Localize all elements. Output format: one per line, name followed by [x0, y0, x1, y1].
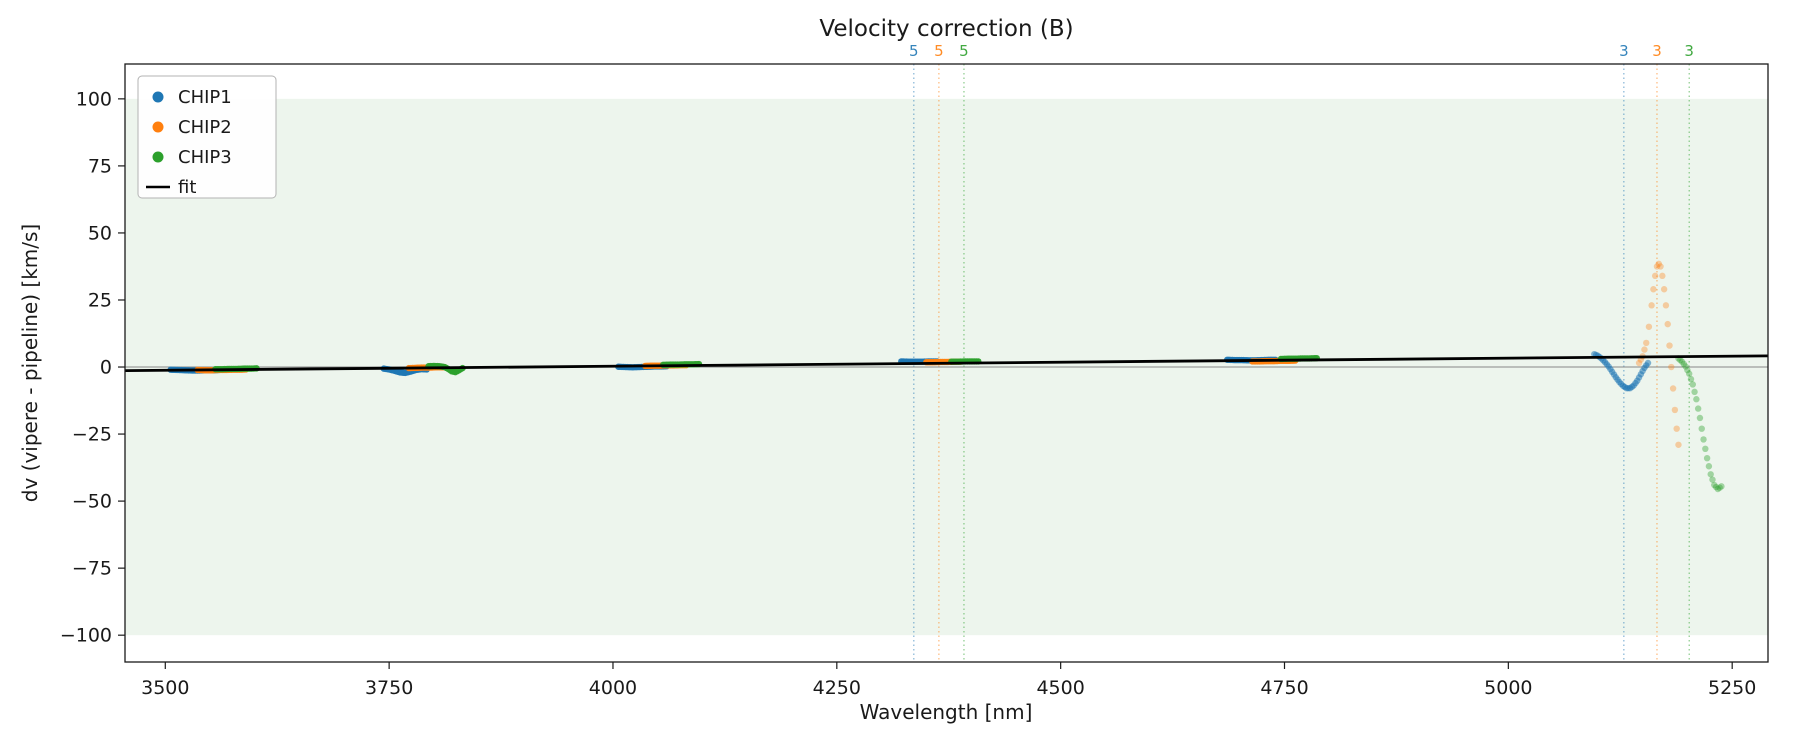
legend-marker-CHIP3 [152, 151, 164, 163]
vline-count-label: 3 [1684, 42, 1694, 60]
x-tick-label: 3750 [365, 677, 413, 699]
y-tick-label: −25 [72, 424, 112, 446]
y-tick-label: −100 [60, 625, 112, 647]
x-tick-label: 4250 [813, 677, 861, 699]
y-axis-ticks: −100 −75 −50 −25 0 25 50 75 100 [60, 88, 125, 647]
y-tick-label: 75 [88, 155, 112, 177]
y-tick-label: 25 [88, 289, 112, 311]
vline-count-label: 5 [934, 42, 944, 60]
x-axis-label: Wavelength [nm] [859, 700, 1033, 724]
y-tick-label: 100 [76, 88, 112, 110]
legend: CHIP1 CHIP2 CHIP3 fit [137, 75, 277, 199]
vline-count-label: 3 [1619, 42, 1629, 60]
legend-label: CHIP2 [178, 117, 232, 138]
legend-marker-CHIP2 [152, 121, 164, 133]
plot-border [124, 63, 1769, 663]
legend-label: CHIP3 [178, 147, 232, 168]
x-tick-label: 5000 [1484, 677, 1532, 699]
x-tick-label: 4750 [1260, 677, 1308, 699]
vline-count-label: 5 [959, 42, 969, 60]
legend-label: fit [178, 177, 196, 198]
legend-label: CHIP1 [178, 87, 232, 108]
x-axis-ticks: 3500 3750 4000 4250 4500 4750 5000 5250 [141, 662, 1756, 699]
vline-count-label: 3 [1652, 42, 1662, 60]
legend-box [137, 75, 277, 199]
chart-title: Velocity correction (B) [819, 16, 1074, 42]
y-tick-label: 0 [100, 357, 112, 379]
x-tick-label: 3500 [141, 677, 189, 699]
y-tick-label: −50 [72, 491, 112, 513]
legend-marker-CHIP1 [152, 91, 164, 103]
y-tick-label: −75 [72, 558, 112, 580]
y-axis-label: dv (vipere - pipeline) [km/s] [18, 223, 42, 503]
x-tick-label: 4500 [1036, 677, 1084, 699]
x-tick-label: 5250 [1708, 677, 1756, 699]
fit-line [124, 354, 1769, 373]
x-tick-label: 4000 [589, 677, 637, 699]
y-tick-label: 50 [88, 222, 112, 244]
vline-count-label: 5 [909, 42, 919, 60]
